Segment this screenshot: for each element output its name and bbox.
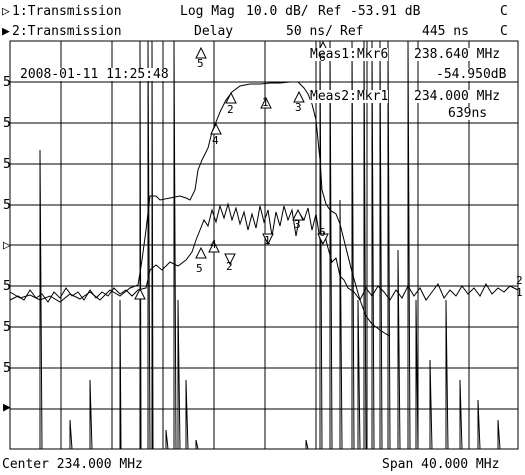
marker-3-triangle bbox=[293, 90, 305, 103]
marker-number[interactable]: 6 bbox=[319, 51, 326, 64]
ch1-ref-position-icon: ▷ bbox=[3, 238, 11, 253]
ch2-ref-value[interactable]: 445 ns bbox=[422, 24, 469, 39]
timestamp: 2008-01-11 11:25:48 bbox=[20, 67, 169, 82]
marker-readout-2-secondary: 639ns bbox=[448, 106, 488, 121]
ch2-format[interactable]: Delay bbox=[194, 24, 234, 39]
ch1-scale[interactable]: 10.0 dB/ bbox=[246, 4, 309, 19]
ch1-cal-flag: C bbox=[500, 4, 508, 19]
marker-ch2-3-triangle bbox=[292, 208, 304, 221]
marker-readout-1-label: Meas1:Mkr6 bbox=[310, 47, 389, 62]
ch2-marker-icon: ▶ bbox=[2, 24, 10, 39]
ch2-cal-flag: C bbox=[500, 24, 508, 39]
marker-readout-2-value: 234.000 MHz bbox=[414, 89, 501, 104]
left-scale-label: 5 bbox=[3, 361, 11, 376]
marker-number[interactable]: 2 bbox=[227, 103, 234, 116]
marker-readout-1-secondary: -54.950dB bbox=[436, 67, 507, 82]
marker-ch2-2-triangle bbox=[224, 253, 236, 266]
center-frequency[interactable]: Center 234.000 MHz bbox=[2, 457, 143, 472]
marker-ch2-1-triangle bbox=[262, 233, 274, 246]
ch1-trace-label[interactable]: 1:Transmission bbox=[12, 4, 122, 19]
right-trace-label: 1 bbox=[516, 286, 523, 299]
left-scale-label: 5 bbox=[3, 320, 11, 335]
left-scale-label: 5 bbox=[3, 279, 11, 294]
marker-2-triangle bbox=[225, 91, 237, 104]
marker-triangles bbox=[134, 40, 329, 300]
right-trace-label: 2 bbox=[516, 274, 523, 287]
marker-number[interactable]: 4 bbox=[212, 134, 219, 147]
marker-ch2-6-triangle bbox=[317, 233, 329, 246]
trace-delay bbox=[9, 202, 519, 303]
trace-log-mag bbox=[9, 81, 391, 337]
marker-readout-2-label: Meas2:Mkr1 bbox=[310, 89, 389, 104]
graticule bbox=[9, 40, 519, 450]
left-scale-label: 5 bbox=[3, 198, 11, 213]
marker-1-triangle bbox=[260, 96, 272, 109]
ch1-format[interactable]: Log Mag bbox=[180, 4, 235, 19]
marker-number[interactable]: 6 bbox=[319, 226, 326, 239]
marker-number[interactable]: 1 bbox=[262, 96, 269, 109]
marker-number[interactable]: 5 bbox=[196, 262, 203, 275]
marker-5-triangle bbox=[195, 46, 207, 59]
left-scale-label: 5 bbox=[3, 75, 11, 90]
ch2-scale[interactable]: 50 ns/ bbox=[286, 24, 333, 39]
ch2-ref-position-icon: ▶ bbox=[3, 400, 11, 415]
span-frequency[interactable]: Span 40.000 MHz bbox=[382, 457, 500, 472]
marker-ch2-4-triangle bbox=[208, 240, 220, 253]
marker-4-triangle bbox=[210, 122, 222, 135]
marker-ch2-5-triangle bbox=[195, 246, 207, 259]
marker-number[interactable]: 4 bbox=[210, 238, 217, 251]
marker-number[interactable]: 3 bbox=[295, 101, 302, 114]
left-scale-label: 5 bbox=[3, 157, 11, 172]
ch1-ref-value[interactable]: -53.91 dB bbox=[350, 4, 421, 19]
left-scale-label: 5 bbox=[3, 116, 11, 131]
noise-spikes bbox=[39, 40, 501, 450]
marker-number[interactable]: 3 bbox=[294, 218, 301, 231]
ch2-ref-label: Ref bbox=[340, 24, 364, 39]
ch2-trace-label[interactable]: 2:Transmission bbox=[12, 24, 122, 39]
marker-number[interactable]: 2 bbox=[226, 260, 233, 273]
marker-ch1-oob-triangle bbox=[134, 287, 146, 300]
ch1-ref-label: Ref bbox=[318, 4, 342, 19]
ch1-marker-icon: ▷ bbox=[2, 4, 10, 19]
marker-number[interactable]: 1 bbox=[264, 234, 271, 247]
marker-readout-1-value: 238.640 MHz bbox=[414, 47, 501, 62]
marker-number[interactable]: 5 bbox=[197, 57, 204, 70]
